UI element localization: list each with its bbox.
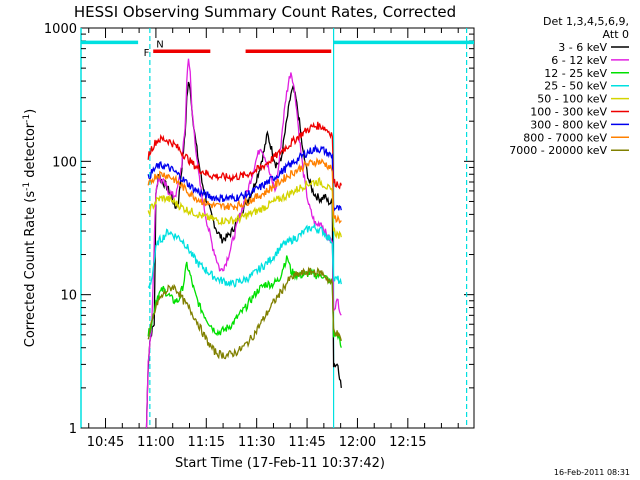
series-line-1 bbox=[145, 58, 342, 429]
y-axis-label-mid: detector bbox=[23, 122, 38, 182]
plot-frame bbox=[80, 27, 475, 429]
y-axis-label-sup2: -1 bbox=[22, 114, 32, 123]
x-tick-label: 12:15 bbox=[389, 435, 426, 450]
legend-label: 7000 - 20000 keV bbox=[509, 144, 607, 157]
legend-label: 3 - 6 keV bbox=[558, 41, 607, 54]
timestamp: 16-Feb-2011 08:31 bbox=[554, 468, 630, 477]
legend-header-att: Att 0 bbox=[603, 28, 629, 41]
series-line-0 bbox=[145, 81, 342, 429]
x-tick-label: 11:00 bbox=[137, 435, 174, 450]
x-tick-label: 11:30 bbox=[238, 435, 275, 450]
legend-header-det: Det 1,3,4,5,6,9, bbox=[543, 15, 629, 28]
x-tick-label: 11:15 bbox=[188, 435, 225, 450]
series-line-8 bbox=[147, 266, 342, 360]
y-tick-label: 1000 bbox=[44, 22, 77, 37]
y-tick-label: 10 bbox=[60, 289, 77, 304]
series-line-2 bbox=[147, 255, 342, 348]
legend-label: 100 - 300 keV bbox=[530, 106, 607, 119]
series-line-7 bbox=[147, 156, 342, 224]
legend-label: 300 - 800 keV bbox=[530, 118, 607, 131]
series-line-5 bbox=[147, 121, 342, 190]
plot-area: 1 10 100 1000 10:45 11:00 11:15 11:30 11:45 12:00… bbox=[44, 22, 475, 450]
flag-label-n: N bbox=[156, 39, 163, 50]
legend-label: 6 - 12 keV bbox=[551, 54, 607, 67]
series-line-3 bbox=[147, 222, 342, 289]
y-tick-label: 100 bbox=[52, 155, 77, 170]
y-tick-label: 1 bbox=[69, 422, 77, 437]
legend-label: 50 - 100 keV bbox=[537, 93, 607, 106]
x-tick-label: 11:45 bbox=[288, 435, 325, 450]
y-axis-label-end: ) bbox=[23, 109, 38, 114]
y-axis-label-main: Corrected Count Rate (s bbox=[23, 191, 38, 348]
legend-label: 25 - 50 keV bbox=[544, 80, 607, 93]
series-line-6 bbox=[147, 143, 342, 212]
series-line-4 bbox=[147, 176, 342, 239]
legend-label: 12 - 25 keV bbox=[544, 67, 607, 80]
y-axis-label: Corrected Count Rate (s-1 detector-1) bbox=[22, 109, 38, 347]
legend-label: 800 - 7000 keV bbox=[523, 131, 607, 144]
x-tick-label: 12:00 bbox=[339, 435, 376, 450]
x-tick-label: 10:45 bbox=[87, 435, 124, 450]
y-axis-label-sup1: -1 bbox=[22, 182, 32, 191]
flag-label-f: F bbox=[144, 48, 150, 59]
chart-title: HESSI Observing Summary Count Rates, Cor… bbox=[74, 3, 456, 21]
x-axis-label: Start Time (17-Feb-11 10:37:42) bbox=[175, 456, 385, 471]
